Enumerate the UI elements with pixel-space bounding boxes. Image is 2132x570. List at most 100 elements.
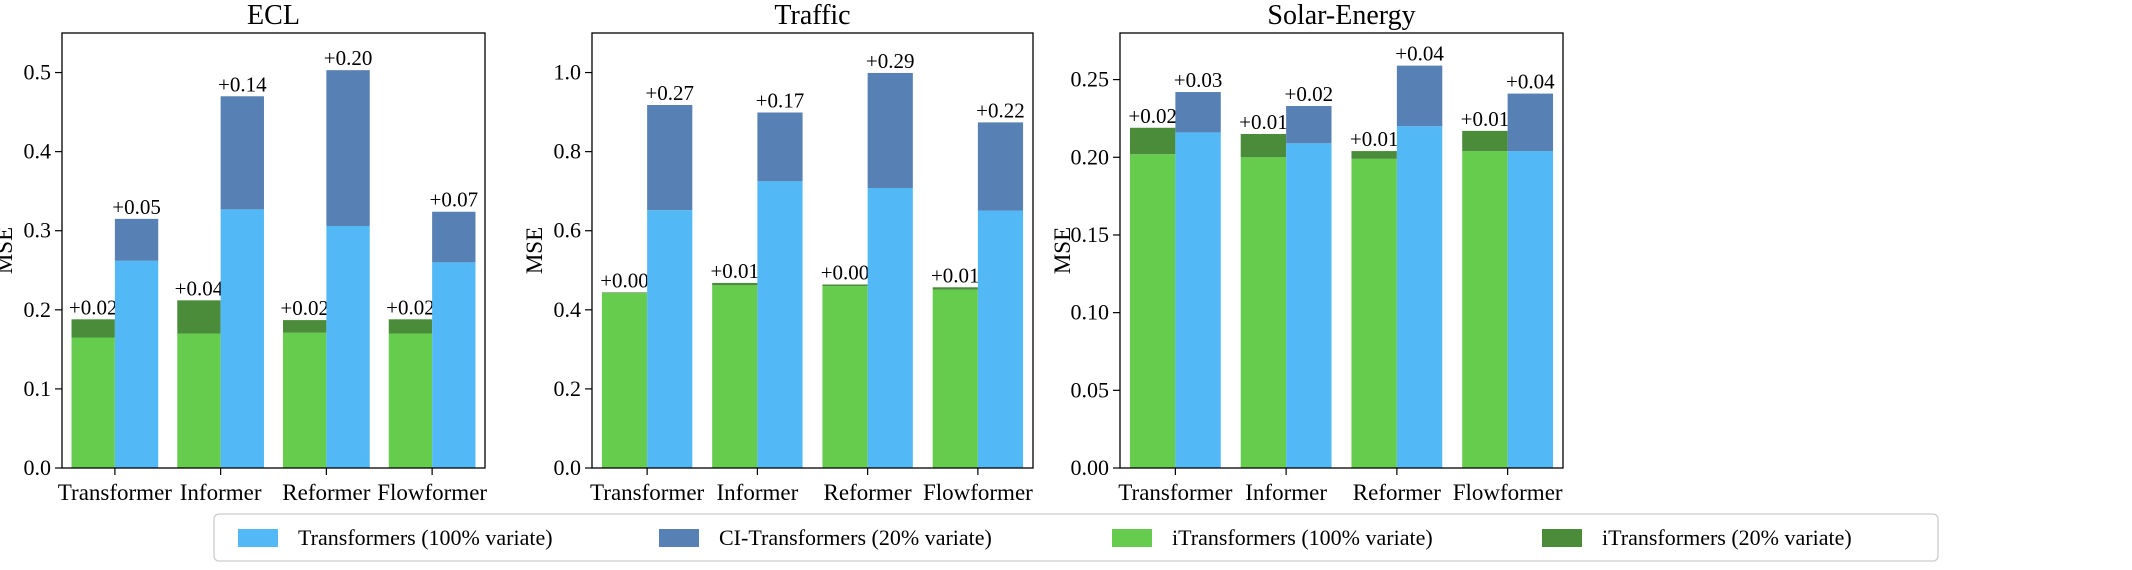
bar-transformer-100	[1286, 143, 1332, 468]
bar-itransformer-100	[601, 293, 648, 468]
y-tick-label: 0.25	[1071, 67, 1110, 92]
x-tick-label: Informer	[717, 480, 799, 505]
data-label: +0.01	[710, 259, 759, 283]
y-tick-label: 0.15	[1071, 222, 1110, 247]
chart-panels: ECL MSE 0.0 0.1 0.2 0.3 0.4 0.5 +0.02 +0.05 Transf…	[0, 0, 1564, 505]
data-label: +0.20	[324, 46, 373, 70]
y-tick-label: 0.10	[1071, 300, 1110, 325]
data-label: +0.02	[1285, 82, 1334, 106]
bar-transformer-100	[647, 210, 693, 468]
bar-transformer-100	[977, 210, 1024, 469]
y-tick-label: 0.3	[24, 218, 52, 243]
y-tick-label: 1.0	[554, 60, 582, 85]
y-tick-label: 0.4	[24, 139, 52, 164]
x-tick-label: Transformer	[590, 480, 704, 505]
data-label: +0.29	[866, 49, 915, 73]
bar-transformer-100	[867, 188, 913, 468]
bar-itransformer-100	[1462, 151, 1508, 469]
plot-frame	[1119, 32, 1564, 469]
bar-itransformer-20-delta	[822, 284, 868, 287]
bar-itransformer-100	[1351, 158, 1397, 468]
bar-ci-transformer-20-delta	[1286, 106, 1332, 144]
data-label: +0.01	[1350, 127, 1399, 151]
legend-item: Transformers (100% variate)	[238, 525, 553, 550]
x-tick-label: Transformer	[58, 480, 172, 505]
bar-itransformer-20-delta	[1462, 130, 1508, 152]
bar-ci-transformer-20-delta	[647, 104, 693, 211]
bar-ci-transformer-20-delta	[1175, 92, 1221, 133]
bar-ci-transformer-20-delta	[114, 218, 159, 261]
x-tick-label: Transformer	[1118, 480, 1232, 505]
bar-transformer-100	[326, 225, 370, 468]
chart-panel-1: ECL MSE 0.0 0.1 0.2 0.3 0.4 0.5 +0.02 +0.05 Transf…	[0, 0, 487, 505]
legend-swatch	[238, 529, 278, 547]
data-label: +0.02	[386, 295, 435, 319]
bar-itransformer-20-delta	[601, 292, 648, 294]
bar-itransformer-20-delta	[1240, 133, 1287, 158]
chart-panel-2: Traffic MSE 0.0 0.2 0.4 0.6 0.8 1.0 +0.00 +0.27 Tr…	[522, 0, 1034, 505]
bar-itransformer-20-delta	[712, 282, 758, 286]
bar-itransformer-20-delta	[932, 287, 978, 290]
data-label: +0.02	[1128, 104, 1177, 128]
data-label: +0.14	[218, 72, 267, 96]
y-tick-label: 0.8	[554, 139, 582, 164]
x-tick-label: Reformer	[282, 480, 370, 505]
chart-panel-3: Solar-Energy MSE 0.00 0.05 0.10 0.15 0.20 0.25 +…	[1050, 0, 1564, 505]
plot-frame	[61, 32, 486, 469]
bar-ci-transformer-20-delta	[432, 211, 476, 263]
legend-item: iTransformers (20% variate)	[1542, 525, 1852, 550]
x-tick-label: Reformer	[1353, 480, 1441, 505]
x-tick-label: Flowformer	[377, 480, 487, 505]
y-tick-label: 0.2	[554, 376, 582, 401]
bar-itransformer-100	[388, 333, 433, 468]
bar-itransformer-20-delta	[71, 319, 115, 338]
bar-transformer-100	[1396, 126, 1443, 468]
legend-item: CI-Transformers (20% variate)	[659, 525, 992, 550]
bar-ci-transformer-20-delta	[1396, 65, 1443, 127]
data-label: +0.00	[821, 261, 870, 285]
x-tick-label: Informer	[180, 480, 262, 505]
bar-ci-transformer-20-delta	[757, 112, 803, 182]
bar-itransformer-100	[177, 333, 221, 468]
data-label: +0.01	[1461, 107, 1510, 131]
legend-swatch	[1542, 529, 1582, 547]
bar-itransformer-20-delta	[283, 320, 327, 333]
bar-transformer-100	[114, 260, 159, 468]
data-label: +0.07	[430, 188, 479, 212]
data-label: +0.04	[175, 276, 224, 300]
chart-title: ECL	[247, 0, 300, 31]
x-tick-label: Informer	[1245, 480, 1327, 505]
legend-item: iTransformers (100% variate)	[1112, 525, 1433, 550]
legend-label: iTransformers (20% variate)	[1602, 525, 1852, 550]
bar-itransformer-100	[822, 286, 868, 468]
data-label: +0.27	[645, 81, 694, 105]
data-label: +0.04	[1395, 42, 1444, 66]
data-label: +0.01	[931, 263, 980, 287]
legend-swatch	[659, 529, 699, 547]
legend-label: iTransformers (100% variate)	[1172, 525, 1433, 550]
legend-label: Transformers (100% variate)	[298, 525, 553, 550]
bar-transformer-100	[1175, 132, 1221, 468]
y-tick-label: 0.05	[1071, 377, 1110, 402]
bar-ci-transformer-20-delta	[977, 122, 1024, 211]
x-tick-label: Reformer	[824, 480, 912, 505]
y-tick-label: 0.5	[24, 60, 52, 85]
bar-ci-transformer-20-delta	[220, 96, 264, 210]
y-tick-label: 0.2	[24, 297, 52, 322]
bar-itransformer-100	[712, 285, 758, 468]
y-tick-label: 0.20	[1071, 144, 1110, 169]
data-label: +0.02	[69, 295, 118, 319]
data-label: +0.01	[1239, 110, 1288, 134]
y-axis-label: MSE	[0, 227, 17, 274]
data-label: +0.05	[112, 195, 161, 219]
data-label: +0.00	[600, 268, 649, 292]
y-tick-label: 0.0	[554, 455, 582, 480]
bar-itransformer-100	[283, 332, 327, 468]
y-tick-label: 0.1	[24, 376, 52, 401]
bar-itransformer-20-delta	[1129, 127, 1176, 155]
bar-ci-transformer-20-delta	[867, 72, 913, 189]
y-axis-label: MSE	[1050, 227, 1075, 274]
legend: Transformers (100% variate) CI-Transforme…	[213, 513, 1939, 562]
legend-label: CI-Transformers (20% variate)	[719, 525, 992, 550]
legend-swatch	[1112, 529, 1152, 547]
